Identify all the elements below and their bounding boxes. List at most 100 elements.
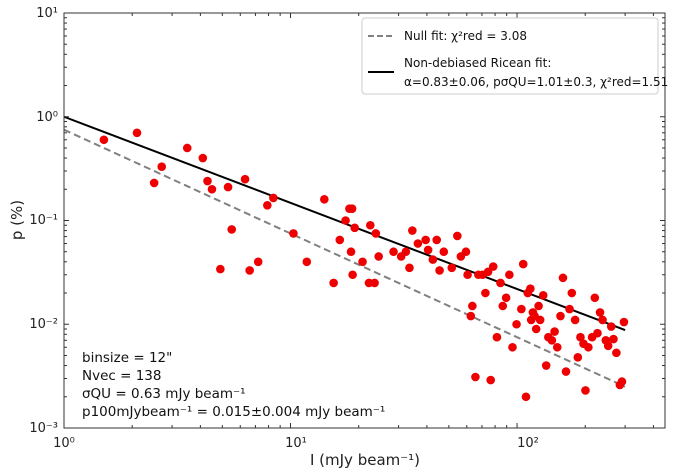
- data-point: [203, 176, 212, 186]
- y-tick-label-1: 10⁻²: [29, 317, 58, 332]
- data-point: [498, 301, 508, 311]
- data-point: [289, 229, 298, 238]
- data-point: [240, 174, 250, 184]
- data-point: [335, 235, 345, 245]
- data-point: [432, 235, 442, 245]
- y-tick-label-3: 10⁰: [36, 110, 58, 125]
- data-point: [421, 235, 430, 245]
- data-point: [302, 257, 312, 267]
- data-point: [590, 293, 600, 303]
- axis-ticks: [63, 12, 665, 429]
- data-point: [612, 348, 621, 358]
- data-point: [453, 231, 462, 241]
- data-point: [413, 239, 423, 248]
- data-point: [593, 328, 602, 338]
- null-fit-line: [63, 128, 626, 388]
- data-point: [207, 184, 217, 194]
- data-point: [198, 153, 208, 163]
- data-point: [584, 342, 593, 352]
- data-point: [505, 270, 514, 280]
- data-point: [216, 264, 225, 274]
- data-point: [565, 304, 574, 314]
- data-point: [492, 332, 502, 342]
- data-point: [535, 315, 545, 325]
- data-point: [531, 324, 541, 334]
- data-point: [223, 182, 233, 192]
- data-point: [552, 342, 562, 352]
- data-point: [253, 257, 263, 267]
- y-tick-label-2: 10⁻¹: [29, 213, 58, 228]
- data-point: [598, 315, 607, 325]
- data-point: [320, 195, 329, 204]
- data-point: [581, 386, 590, 395]
- x-tick-label-1: 10¹: [285, 436, 307, 451]
- legend: Null fit: χ²red = 3.08 Non-debiased Rice…: [361, 17, 668, 95]
- data-point: [606, 322, 616, 331]
- data-point: [405, 263, 414, 273]
- data-point: [556, 311, 565, 321]
- annotation-nvec: Nvec = 138: [82, 368, 161, 384]
- data-point: [561, 367, 571, 376]
- data-point: [370, 278, 379, 288]
- data-point: [518, 259, 528, 269]
- data-point: [348, 270, 357, 280]
- data-point: [408, 226, 417, 235]
- data-point: [350, 223, 359, 233]
- data-point: [521, 392, 531, 402]
- data-point: [526, 284, 535, 294]
- data-point: [466, 311, 476, 321]
- x-tick-label-2: 10²: [517, 436, 539, 451]
- data-point: [512, 319, 521, 329]
- data-point: [423, 245, 433, 255]
- data-point: [609, 334, 618, 344]
- data-point: [435, 266, 444, 275]
- annotation-sigma-qu: σQU = 0.63 mJy beam⁻¹: [82, 386, 246, 402]
- data-point: [157, 162, 167, 172]
- data-point: [573, 353, 583, 362]
- data-point: [371, 229, 381, 238]
- data-point: [468, 301, 477, 311]
- data-point: [496, 278, 505, 288]
- data-point: [389, 247, 398, 257]
- annotation-binsize: binsize = 12": [82, 350, 172, 366]
- data-point: [550, 327, 559, 336]
- data-point: [365, 220, 375, 230]
- legend-null-fit-label: Null fit: χ²red = 3.08: [404, 29, 527, 43]
- data-point: [595, 308, 605, 317]
- data-point: [508, 342, 517, 352]
- data-point: [481, 288, 490, 298]
- x-axis-title: I (mJy beam⁻¹): [310, 451, 420, 469]
- data-point: [346, 247, 356, 257]
- annotation-p100: p100mJybeam⁻¹ = 0.015±0.004 mJy beam⁻¹: [82, 404, 385, 420]
- data-point: [447, 263, 457, 273]
- data-point: [358, 257, 367, 267]
- data-point: [269, 193, 278, 203]
- data-point: [263, 201, 272, 210]
- data-point: [245, 266, 254, 275]
- data-point: [567, 288, 577, 298]
- data-point: [132, 128, 142, 138]
- y-tick-label-0: 10⁻³: [29, 421, 58, 436]
- data-point: [227, 225, 237, 234]
- legend-ricean-fit-label-2: α=0.83±0.06, pσQU=1.01±0.3, χ²red=1.51: [404, 75, 668, 89]
- y-axis-title: p (%): [8, 200, 26, 240]
- x-tick-label-0: 10⁰: [53, 436, 75, 451]
- data-point: [461, 247, 471, 257]
- data-point: [558, 273, 568, 283]
- data-point: [428, 255, 438, 264]
- data-point: [547, 336, 557, 345]
- data-point: [341, 216, 350, 225]
- data-point: [488, 262, 498, 271]
- data-point: [486, 375, 495, 385]
- data-point: [149, 178, 159, 188]
- data-point: [471, 372, 480, 382]
- data-point: [501, 293, 511, 303]
- y-tick-label-4: 10¹: [36, 6, 58, 21]
- data-point: [570, 315, 580, 325]
- data-point: [439, 247, 449, 257]
- legend-box: [361, 17, 659, 95]
- data-point: [517, 304, 526, 314]
- data-point: [534, 301, 543, 311]
- data-point: [541, 361, 551, 370]
